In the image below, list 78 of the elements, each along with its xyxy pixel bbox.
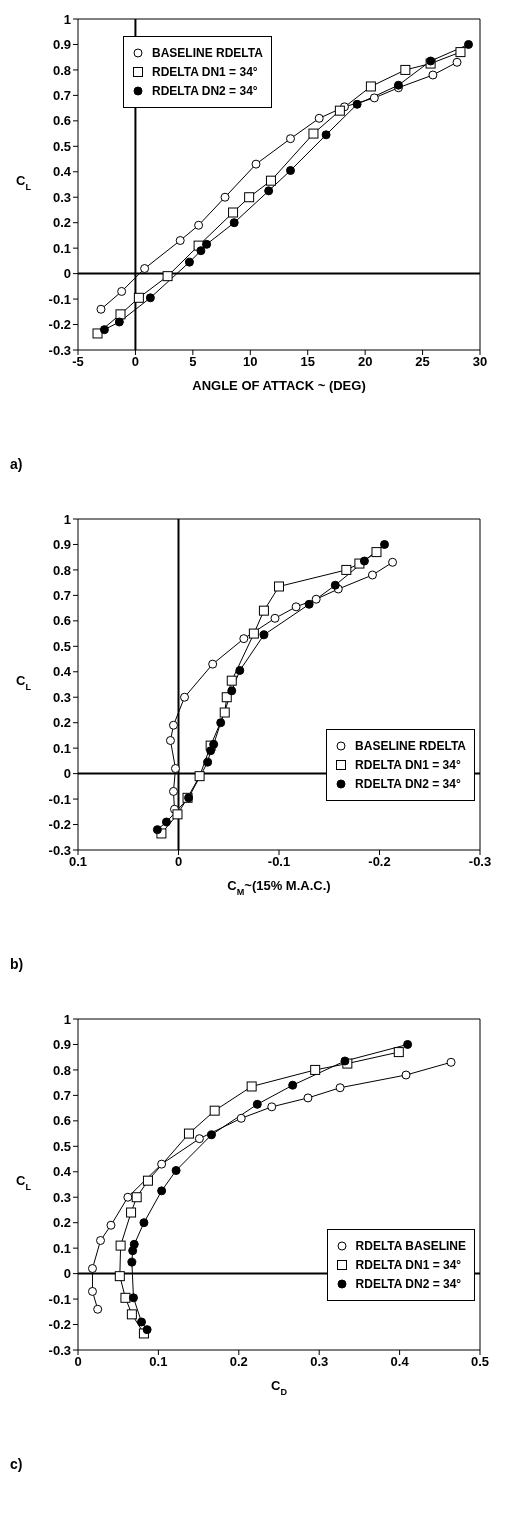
legend-label: RDELTA DN1 = 34° xyxy=(355,757,461,772)
y-tick-label: -0.3 xyxy=(48,842,71,858)
text: a) xyxy=(10,456,23,472)
x-tick-label: 0.4 xyxy=(390,1354,410,1370)
y-tick-label: 0.4 xyxy=(52,664,72,680)
x-tick-label: 0 xyxy=(74,1354,82,1370)
y-tick-label: 0.6 xyxy=(52,613,71,629)
y-axis-title: C$_{L}$ xyxy=(16,672,32,692)
y-tick-label: -0.2 xyxy=(48,1317,71,1333)
x-tick-label: 25 xyxy=(415,354,430,370)
y-tick-label: 0.7 xyxy=(52,88,71,103)
y-axis-title: C$_{L}$ xyxy=(16,172,32,192)
y-tick-label: -0.2 xyxy=(48,317,71,333)
y-tick-label: 0.1 xyxy=(52,1240,71,1256)
y-tick-label: 0.3 xyxy=(52,689,71,705)
x-tick-label: 0.3 xyxy=(310,1354,329,1370)
y-tick-label: 0.9 xyxy=(52,1037,71,1053)
y-tick-label: 0.2 xyxy=(52,215,71,231)
y-tick-label: 0.8 xyxy=(52,562,71,578)
y-tick-label: 0 xyxy=(63,1266,71,1282)
text: c) xyxy=(10,1456,23,1472)
y-tick-label: 0.3 xyxy=(52,189,71,205)
y-tick-label: 0.7 xyxy=(52,588,71,603)
y-tick-label: 0.6 xyxy=(52,1113,71,1129)
y-tick-label: 0.1 xyxy=(52,740,71,756)
y-tick-label: 0.1 xyxy=(52,240,71,256)
y-tick-label: 0.8 xyxy=(52,62,71,78)
x-tick-label: -0.1 xyxy=(267,854,291,870)
y-tick-label: 0.5 xyxy=(52,1138,71,1154)
y-tick-label: 0.4 xyxy=(52,1164,72,1180)
y-tick-label: -0.1 xyxy=(48,791,71,807)
y-tick-label: 0 xyxy=(63,766,71,782)
x-tick-label: 0.5 xyxy=(470,1354,490,1370)
y-tick-label: 0 xyxy=(63,266,71,282)
legend-label: RDELTA BASELINE xyxy=(355,1238,466,1253)
y-tick-label: 0.9 xyxy=(52,537,71,553)
x-tick-label: 10 xyxy=(243,354,258,370)
y-tick-label: 0.9 xyxy=(52,37,71,53)
y-tick-label: -0.3 xyxy=(48,1342,71,1358)
x-tick-label: 0.2 xyxy=(229,1354,248,1370)
legend-label: RDELTA DN1 = 34° xyxy=(152,65,258,79)
y-tick-label: -0.1 xyxy=(48,291,71,307)
x-tick-label: 0 xyxy=(131,354,140,370)
x-tick-label: 0 xyxy=(174,854,183,870)
x-tick-label: 30 xyxy=(472,354,488,370)
x-tick-label: -0.3 xyxy=(468,854,492,870)
y-tick-label: 0.6 xyxy=(52,113,71,129)
y-tick-label: -0.2 xyxy=(48,817,71,833)
y-tick-label: 0.3 xyxy=(52,1189,71,1205)
legend-label: RDELTA DN2 = 34° xyxy=(152,84,258,98)
legend-label: RDELTA DN2 = 34° xyxy=(355,776,461,791)
y-tick-label: 0.5 xyxy=(52,638,71,654)
text: b) xyxy=(10,956,24,972)
legend-label: RDELTA DN2 = 34° xyxy=(355,1276,462,1291)
x-axis-title: C$_{M}$~(15% M.A.C.) xyxy=(227,878,331,897)
x-tick-label: 20 xyxy=(357,354,373,370)
y-tick-label: 0.4 xyxy=(52,164,72,180)
y-tick-label: 0.2 xyxy=(52,715,71,731)
legend-label: BASELINE RDELTA xyxy=(152,46,263,60)
x-tick-label: 0.1 xyxy=(149,1354,168,1370)
x-tick-label: -0.2 xyxy=(368,854,391,870)
y-tick-label: -0.3 xyxy=(48,342,71,358)
x-axis-title: C$_{D}$ xyxy=(271,1378,288,1397)
legend-label: BASELINE RDELTA xyxy=(355,738,466,753)
y-tick-label: 1 xyxy=(63,11,71,27)
y-tick-label: 0.5 xyxy=(52,138,71,154)
y-tick-label: 1 xyxy=(63,511,71,527)
y-tick-label: 0.8 xyxy=(52,1062,71,1078)
x-axis-title: ANGLE OF ATTACK ~ (DEG) xyxy=(192,378,366,393)
legend-label: RDELTA DN1 = 34° xyxy=(355,1257,462,1272)
y-tick-label: 1 xyxy=(63,1011,71,1027)
y-tick-label: 0.2 xyxy=(52,1215,71,1231)
x-tick-label: -5 xyxy=(72,354,84,370)
x-tick-label: 5 xyxy=(189,354,197,370)
y-tick-label: 0.7 xyxy=(52,1088,71,1103)
y-tick-label: -0.1 xyxy=(48,1291,71,1307)
x-tick-label: 15 xyxy=(300,354,315,370)
y-axis-title: C$_{L}$ xyxy=(16,1172,32,1192)
